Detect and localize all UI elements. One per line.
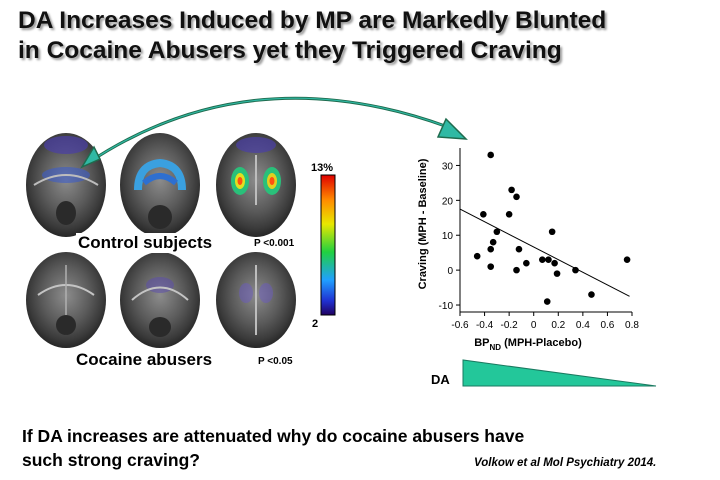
data-points (473, 151, 631, 305)
brain-control-3 (216, 133, 296, 237)
scale-max-label: 13% (311, 162, 334, 174)
color-scale-bar (320, 174, 336, 316)
data-point (572, 266, 579, 274)
cocaine-p-value: P <0.05 (258, 356, 293, 367)
data-point (487, 151, 495, 159)
x-tick-label: 0.2 (551, 320, 565, 331)
data-point (508, 186, 515, 194)
x-axis-label-main: BP (474, 337, 489, 349)
x-tick-label: -0.2 (501, 320, 519, 331)
y-tick-label: 20 (442, 196, 454, 207)
x-tick-label: 0.4 (576, 320, 590, 331)
question-text: If DA increases are attenuated why do co… (22, 424, 682, 472)
data-point (493, 228, 501, 236)
control-subjects-label: Control subjects (76, 233, 215, 253)
y-tick-label: -10 (439, 301, 454, 312)
chart-axes: -10 0 10 20 30 -0.6 -0.4 -0.2 0 0.2 0.4 0.6 0.8 (439, 148, 639, 331)
arrowhead-right (436, 117, 468, 140)
x-tick-label: -0.6 (451, 320, 469, 331)
data-point (515, 245, 523, 253)
scale-min-label: 2 (312, 318, 319, 330)
craving-scatter-plot: -10 0 10 20 30 -0.6 -0.4 -0.2 0 0.2 0.4 0.6 0.8 Crav… (417, 148, 639, 352)
title-line-2: in Cocaine Abusers yet they Triggered Cr… (18, 37, 562, 64)
data-point (513, 266, 520, 274)
title-line-1: DA Increases Induced by MP are Markedly … (18, 7, 607, 34)
data-point (487, 263, 495, 270)
x-tick-label: 0.8 (625, 320, 639, 331)
x-tick-label: 0 (531, 320, 537, 331)
da-wedge-shape (462, 359, 657, 387)
data-point (623, 256, 631, 263)
data-point (523, 259, 530, 267)
data-point (543, 298, 551, 305)
citation: Volkow et al Mol Psychiatry 2014. (474, 457, 657, 469)
data-point (551, 259, 558, 267)
data-point (487, 245, 495, 253)
brain-cocaine-1 (26, 252, 106, 348)
data-point (548, 228, 556, 236)
data-point (473, 252, 481, 260)
data-point (513, 193, 520, 201)
data-point (545, 256, 552, 263)
brain-cocaine-3 (216, 252, 296, 348)
x-tick-label: -0.4 (476, 320, 494, 331)
question-line-2: such strong craving? (22, 450, 200, 470)
x-axis-label: BPND (MPH-Placebo) (474, 337, 582, 352)
y-tick-label: 10 (442, 231, 454, 242)
x-axis-label-rest: (MPH-Placebo) (501, 337, 582, 349)
da-wedge (462, 359, 657, 387)
x-axis-label-sub: ND (490, 343, 502, 352)
brain-control-1 (26, 133, 106, 237)
data-point (588, 291, 595, 298)
data-point (553, 270, 561, 277)
x-tick-label: 0.6 (600, 320, 614, 331)
slide-title: DA Increases Induced by MP are Markedly … (18, 6, 718, 66)
control-p-value: P <0.001 (254, 238, 295, 249)
trend-line-group (459, 208, 630, 297)
brain-cocaine-2 (120, 252, 200, 348)
data-point (505, 210, 513, 218)
question-line-1: If DA increases are attenuated why do co… (22, 426, 525, 446)
y-axis-label: Craving (MPH - Baseline) (417, 158, 429, 289)
trend-line (459, 208, 630, 297)
y-tick-label: 30 (442, 161, 454, 172)
data-point (489, 238, 497, 246)
brain-control-2 (120, 133, 200, 237)
da-label: DA (431, 372, 450, 387)
y-tick-label: 0 (447, 266, 453, 277)
cocaine-abusers-label: Cocaine abusers (76, 350, 213, 369)
data-point (480, 210, 487, 218)
data-point (539, 256, 546, 263)
